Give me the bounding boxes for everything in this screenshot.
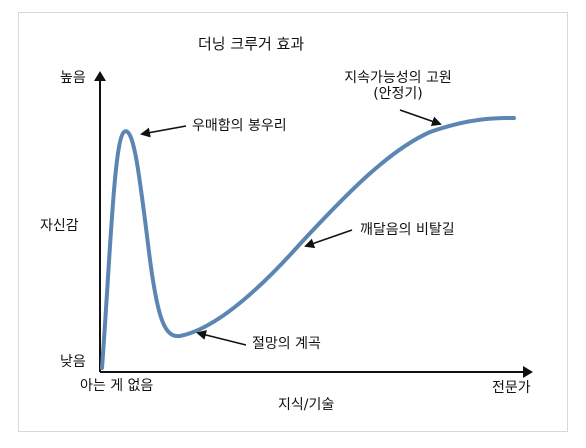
y-axis-low-label: 낮음 <box>60 354 86 370</box>
x-axis-label: 지식/기술 <box>278 397 335 413</box>
x-axis-start-label: 아는 게 없음 <box>80 378 154 394</box>
plateau-arrow <box>399 109 442 127</box>
y-axis-label: 자신감 <box>40 218 79 234</box>
confidence-curve <box>100 116 516 370</box>
peak-label: 우매함의 봉우리 <box>192 118 287 134</box>
plateau-label: 지속가능성의 고원 (안정기) <box>318 70 478 102</box>
slope-label: 깨달음의 비탈길 <box>360 222 455 238</box>
diagram-title: 더닝 크루거 효과 <box>198 35 305 53</box>
peak-arrow <box>140 125 187 138</box>
slope-arrow <box>304 229 353 249</box>
x-axis-end-label: 전문가 <box>492 380 531 396</box>
valley-arrow <box>196 330 247 346</box>
valley-label: 절망의 계곡 <box>252 336 321 352</box>
y-axis-high-label: 높음 <box>60 70 86 86</box>
plateau-label-line2: (안정기) <box>373 86 423 102</box>
plateau-label-line1: 지속가능성의 고원 <box>344 70 452 86</box>
